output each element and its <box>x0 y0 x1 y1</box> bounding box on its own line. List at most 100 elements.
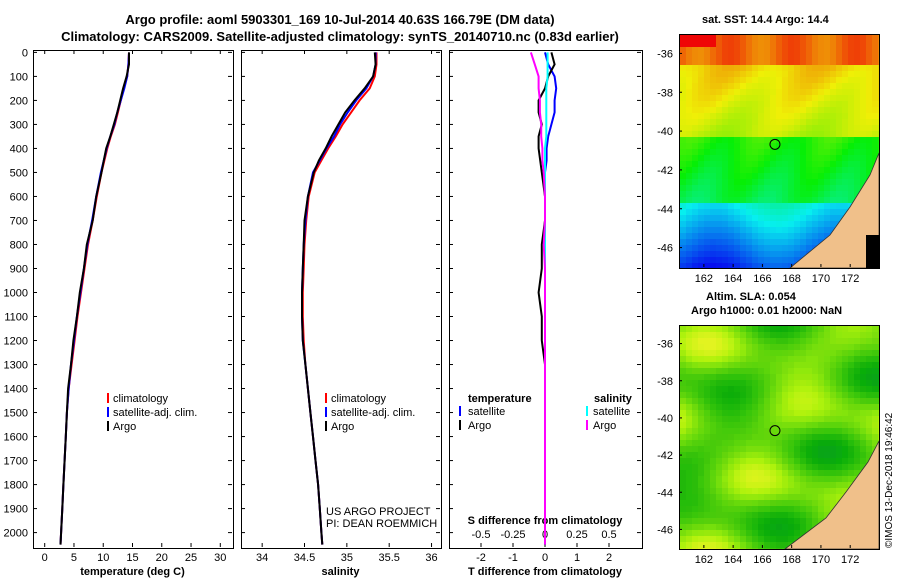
map-cell <box>680 428 686 434</box>
map-cell <box>758 506 764 512</box>
map-cell <box>782 173 788 179</box>
map-cell <box>806 101 812 107</box>
map-cell <box>776 482 782 488</box>
map-cell <box>752 422 758 428</box>
map-cell <box>866 149 872 155</box>
map-cell <box>728 536 734 542</box>
map-cell <box>698 47 704 53</box>
map-cell <box>740 374 746 380</box>
map-cell <box>680 386 686 392</box>
depth-tick-label: 1100 <box>4 312 28 324</box>
map-cell <box>704 263 710 268</box>
map-cell <box>758 149 764 155</box>
map-cell <box>728 257 734 263</box>
map-cell <box>680 131 686 137</box>
map-cell <box>686 197 692 203</box>
map-cell <box>716 362 722 368</box>
map-cell <box>722 536 728 542</box>
map-cell <box>722 83 728 89</box>
map-cell <box>824 458 830 464</box>
map-cell <box>728 326 734 332</box>
map-cell <box>752 542 758 548</box>
map-cell <box>686 434 692 440</box>
map-cell <box>746 512 752 518</box>
depth-tick-label: 1900 <box>4 504 28 516</box>
map-cell <box>812 35 818 41</box>
map-cell <box>788 203 794 209</box>
map-cell <box>788 179 794 185</box>
map-cell <box>746 326 752 332</box>
map-cell <box>740 506 746 512</box>
map-cell <box>710 83 716 89</box>
map-cell <box>728 368 734 374</box>
map-cell <box>686 101 692 107</box>
map-cell <box>812 458 818 464</box>
map-cell <box>692 161 698 167</box>
map-cell <box>680 179 686 185</box>
map-cell <box>704 89 710 95</box>
map-cell <box>800 350 806 356</box>
map-cell <box>830 500 836 506</box>
map-cell <box>764 155 770 161</box>
map-cell <box>806 167 812 173</box>
map-cell <box>806 71 812 77</box>
map-cell <box>776 113 782 119</box>
salinity-plot <box>241 50 442 549</box>
map-cell <box>842 107 848 113</box>
legend-label: climatology <box>113 393 169 405</box>
map-cell <box>848 131 854 137</box>
map-cell <box>800 203 806 209</box>
map-cell <box>878 65 879 71</box>
map-cell <box>764 197 770 203</box>
map-cell <box>806 332 812 338</box>
map-cell <box>842 89 848 95</box>
map-cell <box>800 380 806 386</box>
map-cell <box>782 83 788 89</box>
map-cell <box>848 452 854 458</box>
map-cell <box>836 143 842 149</box>
map-cell <box>734 101 740 107</box>
map-cell <box>770 215 776 221</box>
map-cell <box>770 47 776 53</box>
map-cell <box>836 428 842 434</box>
map-cell <box>746 227 752 233</box>
map-cell <box>824 350 830 356</box>
map-cell <box>776 548 782 549</box>
map-cell <box>836 167 842 173</box>
map-cell <box>848 404 854 410</box>
map-cell <box>794 161 800 167</box>
map-cell <box>710 59 716 65</box>
map-cell <box>752 338 758 344</box>
map-cell <box>716 95 722 101</box>
map-cell <box>734 464 740 470</box>
map-cell <box>776 53 782 59</box>
map-cell <box>716 209 722 215</box>
map-cell <box>836 350 842 356</box>
map-cell <box>836 47 842 53</box>
map-cell <box>794 101 800 107</box>
map-cell <box>758 332 764 338</box>
map-cell <box>728 215 734 221</box>
map-cell <box>794 107 800 113</box>
map-cell <box>788 239 794 245</box>
map-cell <box>728 35 734 41</box>
x-tick-label: 25 <box>185 552 197 564</box>
map-cell <box>680 149 686 155</box>
map-cell <box>734 350 740 356</box>
map-cell <box>698 476 704 482</box>
map-cell <box>770 197 776 203</box>
map-cell <box>776 173 782 179</box>
map-cell <box>704 368 710 374</box>
map-cell <box>872 326 878 332</box>
map-cell <box>794 470 800 476</box>
map-cell <box>758 362 764 368</box>
map-cell <box>788 428 794 434</box>
map-cell <box>830 380 836 386</box>
map-cell <box>818 416 824 422</box>
map-cell <box>692 362 698 368</box>
map-cell <box>698 374 704 380</box>
map-cell <box>698 191 704 197</box>
map-cell <box>812 179 818 185</box>
map-cell <box>740 131 746 137</box>
map-cell <box>866 119 872 125</box>
